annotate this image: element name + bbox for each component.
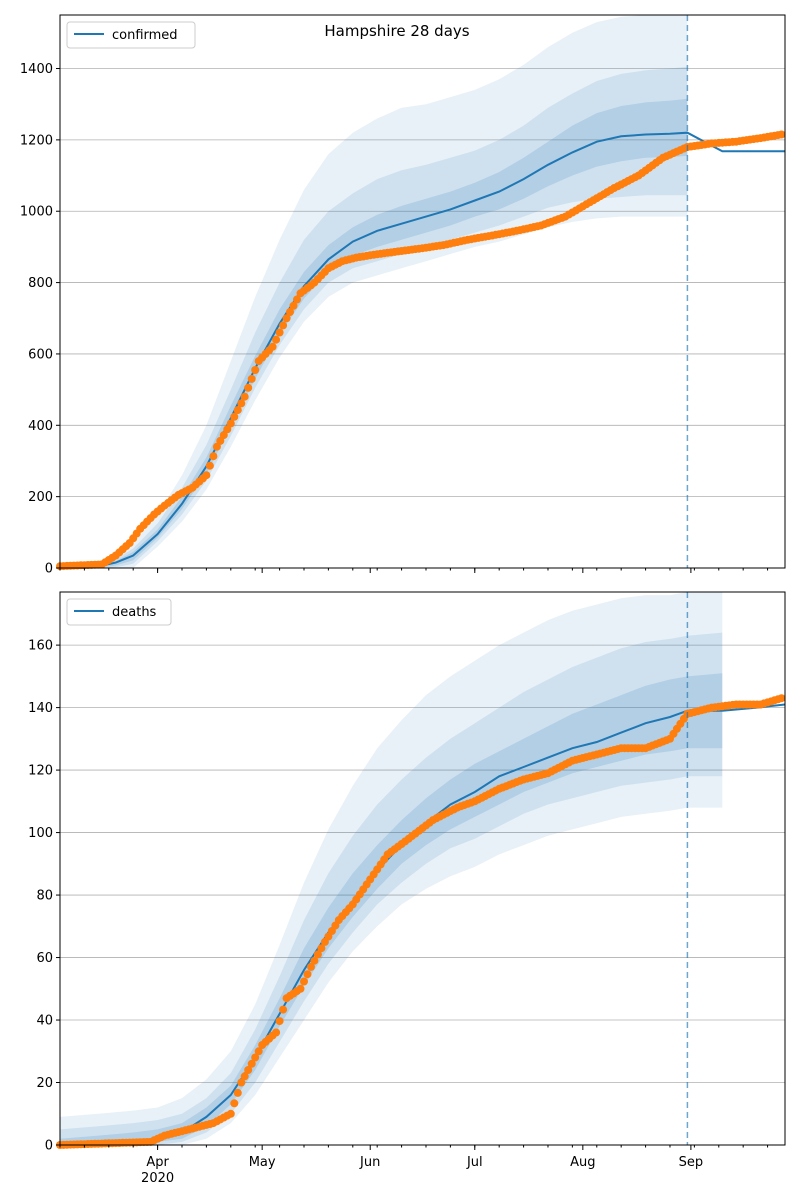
chart-0-ytick-label-7: 1400 bbox=[20, 62, 53, 77]
chart-0-ytick-label-0: 0 bbox=[45, 562, 53, 577]
chart-0-ytick-label-3: 600 bbox=[28, 347, 53, 362]
chart-1-xtick-sublabel-0: 2020 bbox=[141, 1171, 174, 1186]
chart-1-observed-point-75 bbox=[317, 944, 326, 953]
chart-0-observed-point-63 bbox=[275, 328, 284, 337]
chart-0-observed-point-45 bbox=[212, 442, 221, 451]
chart-0-band-0 bbox=[60, 15, 688, 568]
chart-1-legend-label: deaths bbox=[112, 605, 157, 620]
chart-1-observed-point-72 bbox=[307, 962, 315, 971]
chart-1-observed-point-71 bbox=[303, 970, 312, 979]
chart-0-observed-point-62 bbox=[272, 335, 281, 344]
chart-0-observed-point-54 bbox=[244, 383, 253, 392]
chart-0-observed-point-44 bbox=[209, 452, 218, 461]
chart-0-observed-point-66 bbox=[286, 308, 294, 316]
chart-1-observed-point-50 bbox=[230, 1099, 239, 1108]
chart-1-observed-point-53 bbox=[240, 1072, 249, 1081]
chart-0-observed-point-51 bbox=[233, 406, 242, 415]
chart-1-xtick-label-3: Jul bbox=[466, 1155, 483, 1170]
chart-0-observed-point-50 bbox=[230, 412, 239, 421]
chart-1-observed-point-54 bbox=[244, 1066, 253, 1074]
chart-0-observed-point-65 bbox=[282, 314, 291, 323]
chart-1-observed-point-64 bbox=[279, 1005, 288, 1014]
chart-1-ytick-label-0: 0 bbox=[45, 1139, 53, 1154]
chart-0-ytick-label-4: 800 bbox=[28, 276, 53, 291]
chart-0-legend: confirmed bbox=[66, 21, 196, 49]
chart-1-observed-point-63 bbox=[275, 1017, 284, 1026]
chart-0-legend-label: confirmed bbox=[112, 28, 178, 43]
chart-1-xtick-label-5: Sep bbox=[679, 1155, 704, 1170]
figure-title: Hampshire 28 days bbox=[324, 22, 469, 40]
chart-1-observed-point-207 bbox=[777, 694, 786, 703]
chart-1-ytick-label-1: 20 bbox=[36, 1076, 53, 1091]
chart-1-observed-point-70 bbox=[300, 977, 308, 986]
chart-1-observed-point-56 bbox=[251, 1053, 260, 1062]
chart-1-observed-point-57 bbox=[254, 1047, 263, 1056]
chart-0-ytick-label-5: 1000 bbox=[20, 205, 53, 220]
chart-0-observed-point-42 bbox=[202, 471, 211, 480]
chart-1-xtick-label-1: May bbox=[249, 1155, 276, 1170]
chart-1-band-0 bbox=[60, 592, 723, 1145]
chart-0-band-2 bbox=[60, 98, 688, 569]
chart-1-legend-box bbox=[66, 598, 172, 626]
chart-0-observed-point-52 bbox=[237, 399, 246, 408]
confirmed-panel: 0 200 400 600 800 1000 1200 1400 confirmed bbox=[20, 14, 786, 577]
chart-1-xtick-label-2: Jun bbox=[359, 1155, 380, 1170]
chart-1-legend: deaths bbox=[66, 598, 172, 626]
chart-1-observed-point-73 bbox=[310, 956, 319, 965]
chart-1-xtick-label-0: Apr bbox=[146, 1155, 169, 1170]
chart-0-observed-point-67 bbox=[289, 301, 298, 310]
chart-0-observed-point-49 bbox=[226, 419, 235, 428]
chart-1-ytick-label-6: 120 bbox=[28, 764, 53, 779]
chart-0-observed-point-56 bbox=[251, 366, 260, 374]
chart-1-xtick-label-4: Aug bbox=[570, 1155, 595, 1170]
chart-0-observed-point-47 bbox=[219, 431, 228, 440]
chart-0-observed-point-55 bbox=[247, 374, 256, 383]
chart-0-ytick-label-6: 1200 bbox=[20, 133, 53, 148]
chart-1-ytick-label-8: 160 bbox=[28, 639, 53, 654]
chart-0-ytick-label-2: 400 bbox=[28, 419, 53, 434]
chart-1-observed-point-52 bbox=[237, 1078, 246, 1087]
chart-0-observed-point-207 bbox=[777, 130, 786, 139]
chart-0-observed-point-68 bbox=[293, 295, 301, 304]
chart-0-observed-point-43 bbox=[205, 461, 214, 470]
chart-1-ytick-label-2: 40 bbox=[36, 1014, 53, 1029]
chart-0-observed-point-53 bbox=[240, 392, 249, 401]
chart-0-observed-point-61 bbox=[268, 342, 277, 351]
chart-1-observed-point-51 bbox=[233, 1088, 242, 1097]
chart-1-band-1 bbox=[60, 632, 723, 1145]
chart-0-observed-point-46 bbox=[216, 436, 225, 445]
chart-1-observed-point-69 bbox=[296, 984, 305, 993]
chart-1-observed-point-49 bbox=[226, 1109, 235, 1118]
chart-0-model-line bbox=[59, 131, 785, 569]
chart-0-legend-box bbox=[66, 21, 196, 49]
chart-1-ytick-label-7: 140 bbox=[28, 701, 53, 716]
chart-1-ytick-label-4: 80 bbox=[36, 889, 53, 904]
chart-0-axes-frame bbox=[59, 14, 786, 569]
chart-1-observed-point-62 bbox=[272, 1028, 281, 1037]
chart-1-observed-point-55 bbox=[247, 1059, 256, 1068]
chart-1-observed-point-74 bbox=[313, 950, 322, 959]
chart-1-ytick-label-5: 100 bbox=[28, 826, 53, 841]
chart-0-observed-point-48 bbox=[223, 425, 232, 434]
chart-1-axes-frame bbox=[59, 591, 786, 1146]
chart-0-ytick-label-1: 200 bbox=[28, 490, 53, 505]
chart-1-ytick-label-3: 60 bbox=[36, 951, 53, 966]
chart-0-observed-point-64 bbox=[279, 321, 288, 330]
